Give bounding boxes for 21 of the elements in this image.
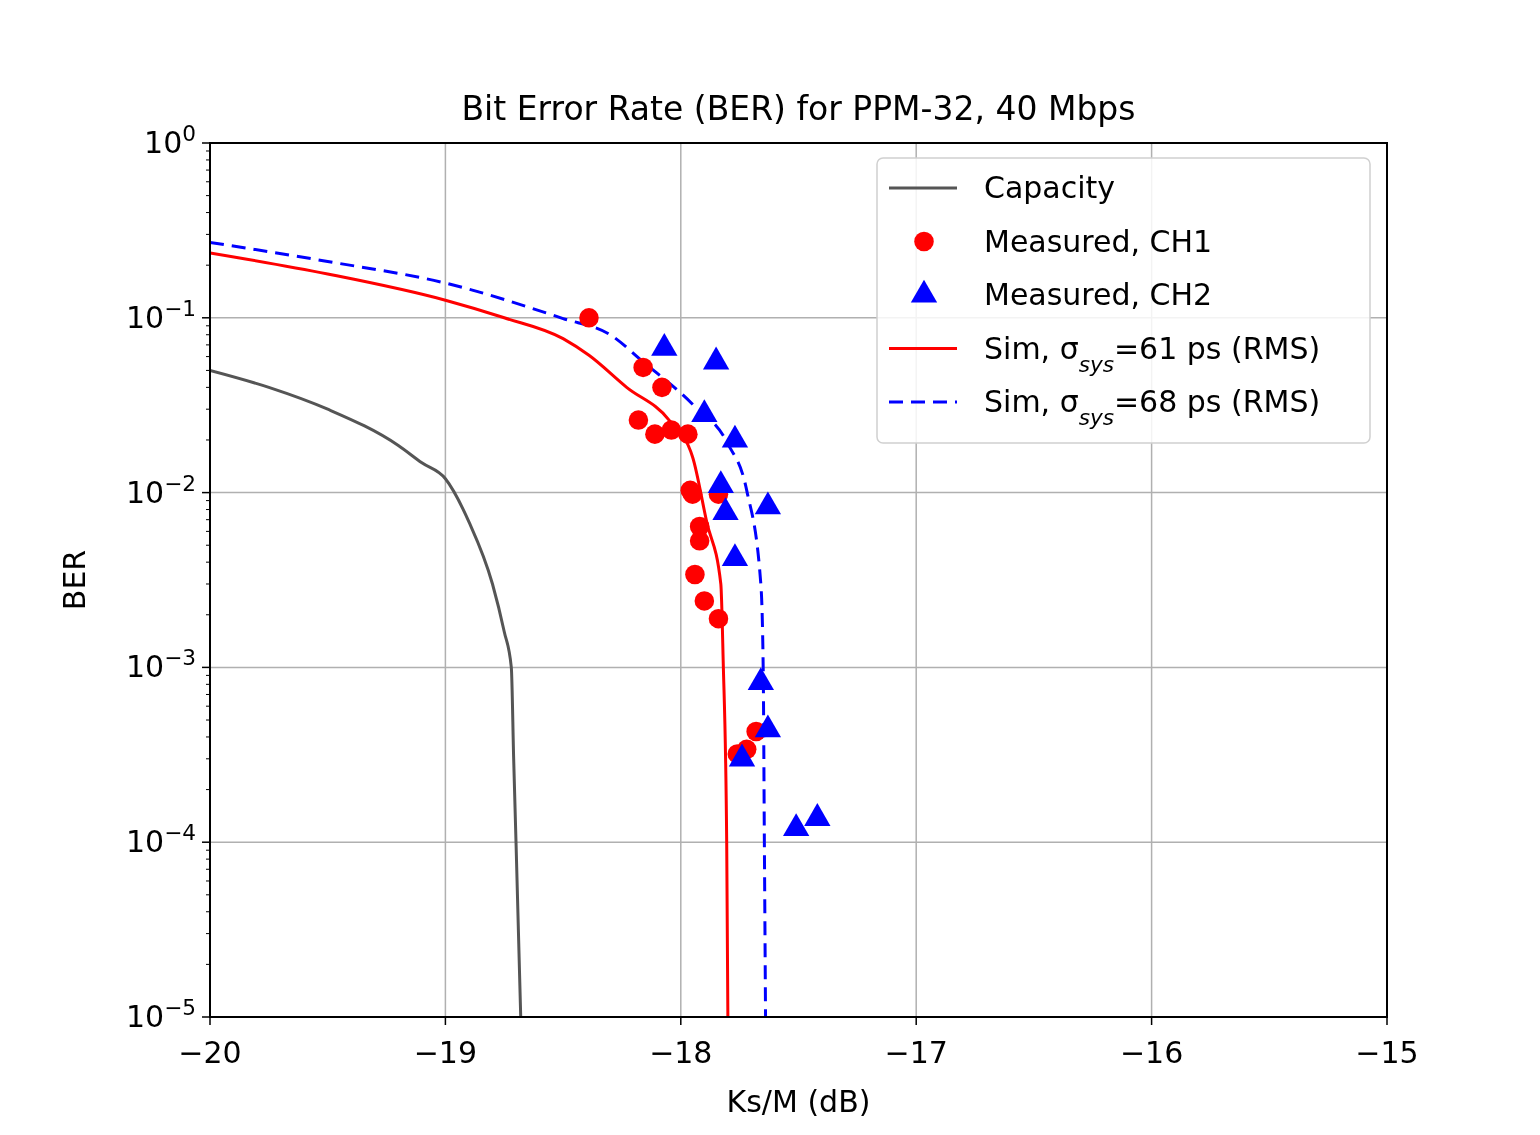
y-tick-label: 10$^{−3}$: [125, 644, 196, 685]
legend-label: Capacity: [984, 170, 1116, 205]
x-tick-label: −15: [1355, 1035, 1419, 1070]
y-tick-label: 10$^{−4}$: [125, 819, 196, 860]
x-tick-label: −20: [178, 1035, 242, 1070]
y-axis-title: BER: [57, 549, 92, 611]
x-tick-label: −16: [1119, 1035, 1184, 1070]
y-tick-label: 10$^{−5}$: [125, 994, 196, 1034]
legend-label: Measured, CH1: [984, 223, 1213, 259]
y-tick-label: 10$^{−2}$: [125, 470, 196, 510]
x-tick-label: −18: [649, 1035, 713, 1070]
legend-label: Measured, CH2: [984, 277, 1213, 312]
legend-label: Sim, σ$_{sys}$=61 ps (RMS): [984, 330, 1321, 376]
x-tick-label: −19: [413, 1035, 478, 1070]
chart-title: Bit Error Rate (BER) for PPM-32, 40 Mbps: [461, 89, 1136, 128]
x-axis-title: Ks/M (dB): [726, 1084, 871, 1119]
y-tick-label: 10$^{−1}$: [125, 295, 196, 335]
x-tick-label: −17: [884, 1035, 948, 1070]
y-tick-label: 10$^{0}$: [144, 120, 196, 160]
line-series: [210, 368, 523, 1017]
legend-label: Sim, σ$_{sys}$=68 ps (RMS): [984, 384, 1321, 430]
